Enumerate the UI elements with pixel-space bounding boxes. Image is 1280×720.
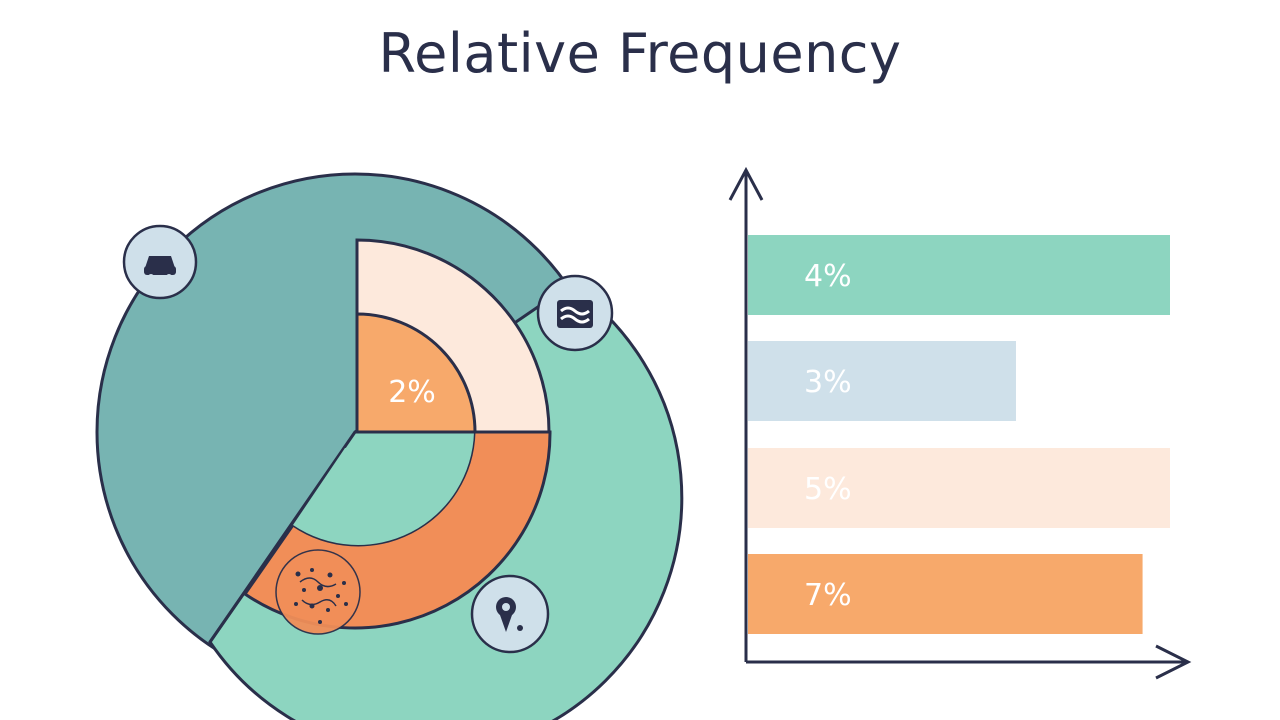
pie-label-2pct: 2% xyxy=(388,375,436,410)
pie-slice-peach xyxy=(355,312,477,434)
y-axis-arrow xyxy=(728,166,764,201)
bar-chart: 4% 3% 5% 7% xyxy=(728,166,1192,680)
bar-label-4: 7% xyxy=(804,578,852,613)
bars-group: 4% 3% 5% 7% xyxy=(748,235,1170,634)
bar-2 xyxy=(748,341,1016,421)
bar-3 xyxy=(748,448,1170,528)
location-pin-icon xyxy=(470,574,550,654)
bar-label-1: 4% xyxy=(804,259,852,294)
chart-title: Relative Frequency xyxy=(378,22,902,85)
pie-inner-mint xyxy=(293,432,474,545)
bar-label-3: 5% xyxy=(804,472,852,507)
car-icon xyxy=(122,224,198,300)
bar-1 xyxy=(748,235,1170,315)
wave-flag-icon xyxy=(536,274,614,352)
pie-chart: 2% xyxy=(95,172,684,720)
bar-4 xyxy=(748,554,1143,634)
cluster-doodle-icon xyxy=(275,549,361,635)
bar-label-2: 3% xyxy=(804,365,852,400)
x-axis-arrow xyxy=(1155,644,1192,680)
